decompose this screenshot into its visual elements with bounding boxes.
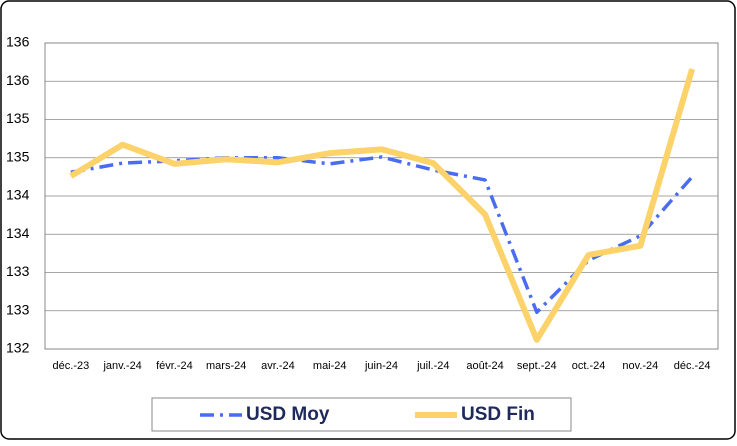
x-tick-label: juil.-24 xyxy=(416,360,449,372)
x-tick-label: déc.-24 xyxy=(674,360,711,372)
y-tick-label: 133 xyxy=(6,263,30,279)
x-tick-label: avr.-24 xyxy=(261,360,295,372)
x-tick-label: nov.-24 xyxy=(622,360,658,372)
x-tick-label: mars-24 xyxy=(206,360,246,372)
y-tick-label: 135 xyxy=(6,148,30,164)
y-tick-label: 136 xyxy=(6,72,30,88)
legend-label: USD Fin xyxy=(461,404,535,425)
legend-label: USD Moy xyxy=(246,404,330,425)
x-tick-label: déc.-23 xyxy=(53,360,90,372)
x-tick-label: oct.-24 xyxy=(572,360,606,372)
series-line xyxy=(69,68,695,343)
y-tick-label: 134 xyxy=(6,225,30,241)
x-tick-label: juin-24 xyxy=(364,360,398,372)
x-tick-label: sept.-24 xyxy=(517,360,557,372)
y-tick-label: 132 xyxy=(6,340,30,356)
y-tick-label: 133 xyxy=(6,301,30,317)
x-tick-label: mai-24 xyxy=(313,360,347,372)
series-line xyxy=(70,155,694,315)
y-tick-label: 134 xyxy=(6,187,30,203)
y-tick-label: 136 xyxy=(6,34,30,50)
x-tick-label: janv.-24 xyxy=(102,360,141,372)
y-tick-label: 135 xyxy=(6,110,30,126)
x-tick-label: févr.-24 xyxy=(156,360,193,372)
x-tick-label: août-24 xyxy=(466,360,503,372)
